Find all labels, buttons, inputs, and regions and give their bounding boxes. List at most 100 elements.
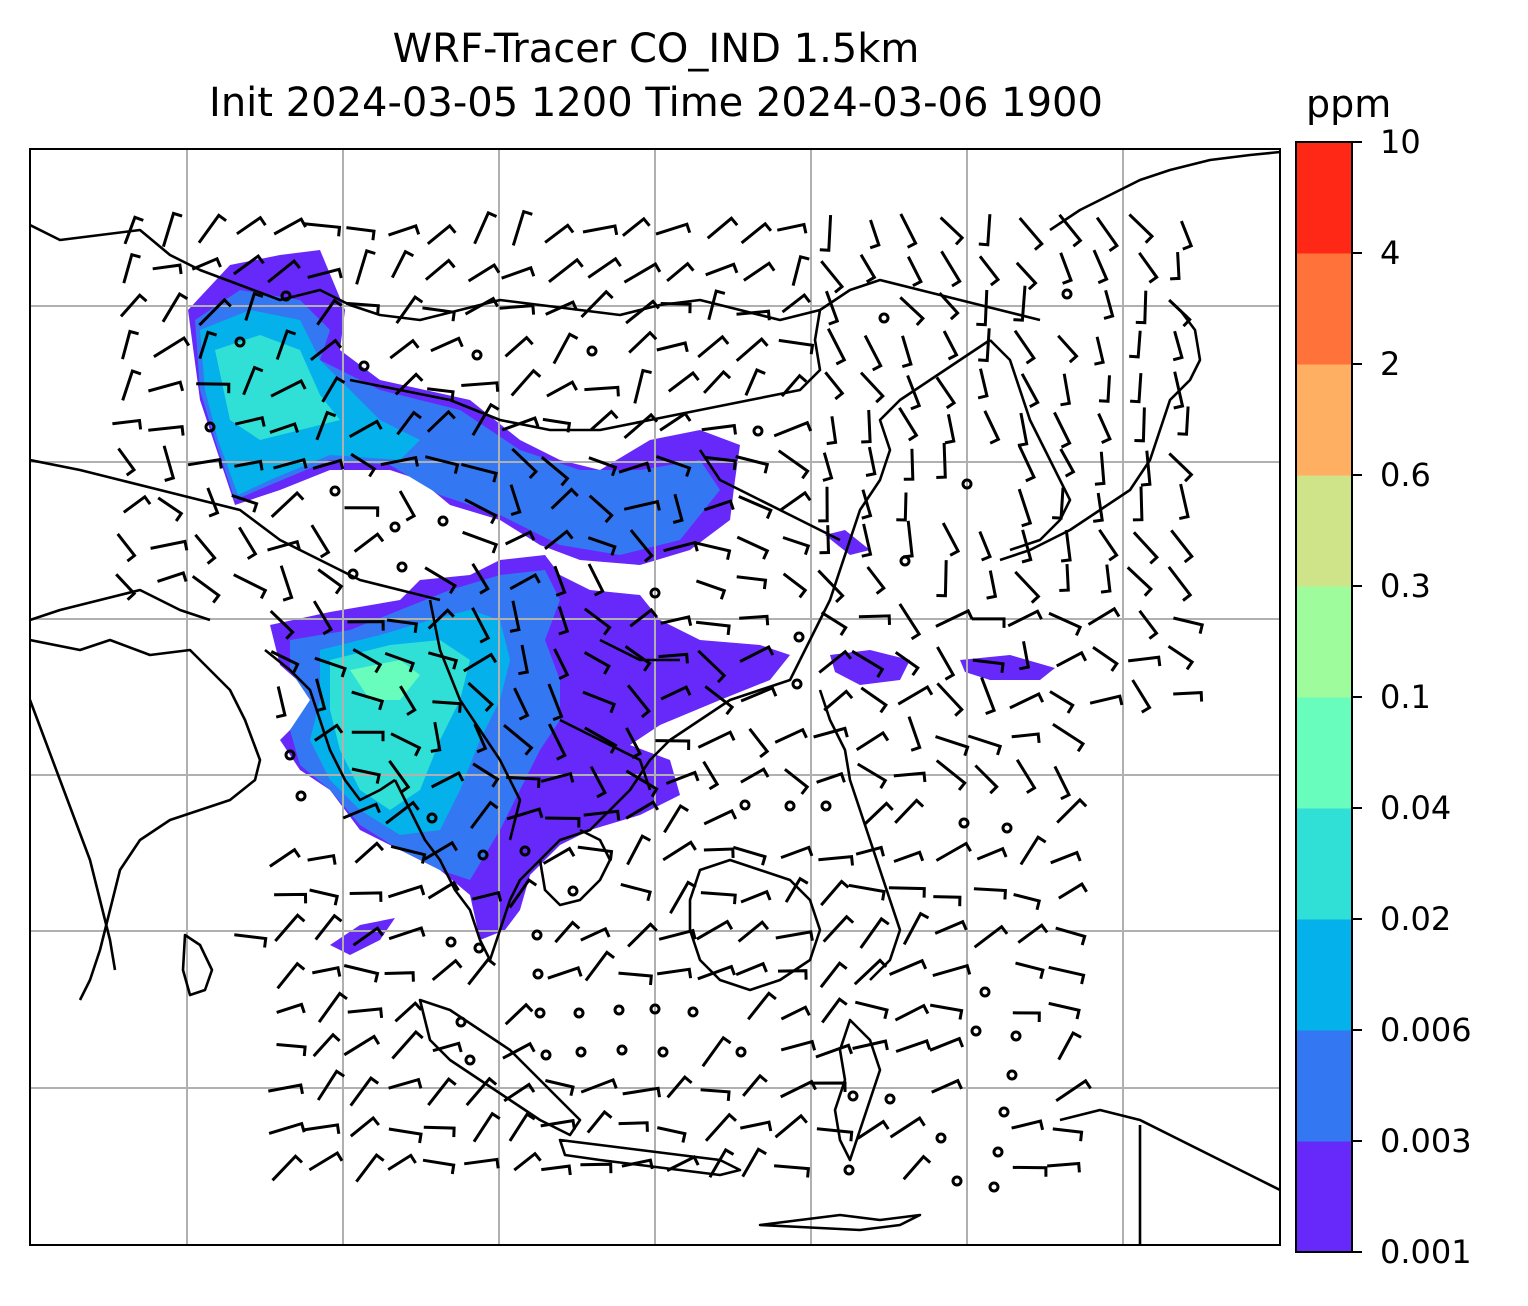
korea-coast (989, 339, 1072, 552)
wind-barb (274, 892, 308, 904)
wind-barb (509, 600, 521, 633)
wind-barb (1015, 759, 1037, 794)
wind-barb (935, 376, 957, 410)
wind-barb (933, 895, 962, 907)
wind-barb (935, 608, 974, 628)
wind-barb (244, 291, 264, 321)
wind-barb (348, 419, 383, 439)
wind-barb (582, 690, 617, 714)
wind-barb (813, 726, 849, 739)
wind-barb (233, 253, 265, 276)
plume-north-blue (195, 290, 720, 555)
wind-barb (472, 890, 503, 902)
wind-barb (1058, 882, 1088, 900)
wind-barb (889, 1116, 926, 1139)
wind-barb (669, 880, 697, 915)
wind-barb (823, 689, 854, 712)
wind-barb (388, 1127, 423, 1144)
wind-barb (626, 834, 651, 866)
wind-barb (231, 493, 259, 513)
calm-wind-marker (878, 312, 890, 324)
calm-wind-marker (616, 1044, 628, 1056)
calm-wind-marker (329, 485, 341, 497)
map-title-line1: WRF-Tracer CO_IND 1.5km (392, 26, 920, 72)
wind-barb (1052, 1127, 1084, 1142)
calm-wind-marker (649, 587, 661, 599)
wind-barb (350, 452, 377, 478)
wind-barb (782, 572, 808, 599)
wind-barb (511, 209, 533, 246)
wind-barb (236, 215, 267, 236)
wind-barb (739, 1120, 773, 1132)
wind-barb (625, 769, 659, 798)
wind-barb (1017, 412, 1029, 447)
wind-barb (660, 685, 692, 701)
wind-barb (1178, 483, 1190, 521)
wind-barb (978, 255, 1001, 287)
wind-barb (854, 1000, 889, 1020)
wind-barb (1100, 564, 1112, 594)
wind-barb (380, 455, 419, 467)
wind-barb (901, 335, 913, 369)
wind-barb (655, 222, 692, 236)
wind-barb (1053, 411, 1072, 449)
wind-barb (432, 700, 462, 713)
wind-barb (157, 496, 184, 522)
wind-barb (586, 1109, 613, 1134)
wind-barb (553, 648, 570, 681)
wind-barb (666, 1074, 693, 1099)
wind-barb (242, 365, 264, 396)
colorbar-segment (1296, 142, 1352, 254)
wind-barb (472, 762, 500, 788)
wind-barb (384, 971, 415, 982)
wind-barb (1177, 406, 1190, 436)
wind-barb (1055, 1078, 1092, 1103)
calm-wind-marker (793, 631, 805, 643)
wind-barb (590, 409, 619, 431)
wind-barb (424, 258, 456, 281)
wind-barb (980, 676, 997, 716)
calm-wind-marker (519, 845, 531, 857)
wind-barb (1172, 330, 1184, 362)
wind-barb (1126, 566, 1154, 597)
wind-barb (430, 721, 442, 753)
wind-barb (509, 572, 541, 591)
calm-wind-marker (473, 942, 485, 954)
calm-wind-marker (437, 515, 449, 527)
wind-barb (234, 933, 268, 948)
wind-barb (119, 293, 148, 318)
wind-barb (268, 1083, 304, 1095)
wind-barb (580, 926, 611, 942)
wind-barb (672, 493, 684, 524)
wind-barb (820, 260, 845, 294)
calm-wind-marker (998, 1106, 1010, 1118)
wind-barb (629, 529, 654, 563)
wind-barb (894, 798, 925, 824)
wind-barb (859, 253, 877, 284)
wind-barb (976, 289, 989, 327)
wind-barb (346, 226, 376, 241)
wind-barb (1089, 694, 1124, 706)
calm-wind-marker (739, 799, 751, 811)
wind-barb (1060, 529, 1072, 563)
wind-barb (431, 958, 463, 982)
wind-barb (623, 412, 659, 440)
wind-barb (1049, 690, 1075, 714)
wind-barb (234, 415, 266, 427)
map-panel (30, 149, 1280, 1245)
wind-barb (349, 1115, 380, 1138)
wind-barb (936, 560, 948, 598)
calm-wind-marker (613, 1004, 625, 1016)
wind-barb (782, 536, 811, 556)
wind-barb (936, 682, 964, 717)
colorbar-unit-label: ppm (1306, 82, 1392, 126)
colorbar-tick-label: 0.001 (1380, 1233, 1472, 1271)
calm-wind-marker (687, 1006, 699, 1018)
wind-barb (783, 768, 810, 795)
wind-barb (355, 1152, 385, 1183)
wind-barb (895, 1038, 932, 1053)
wind-barb (1167, 565, 1193, 602)
wind-barb (855, 845, 885, 857)
wind-barb (656, 341, 689, 353)
wind-barb (747, 991, 777, 1021)
